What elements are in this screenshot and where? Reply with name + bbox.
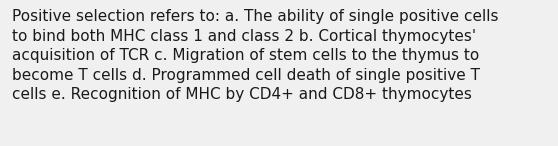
Text: Positive selection refers to: a. The ability of single positive cells
to bind bo: Positive selection refers to: a. The abi… <box>12 9 498 102</box>
